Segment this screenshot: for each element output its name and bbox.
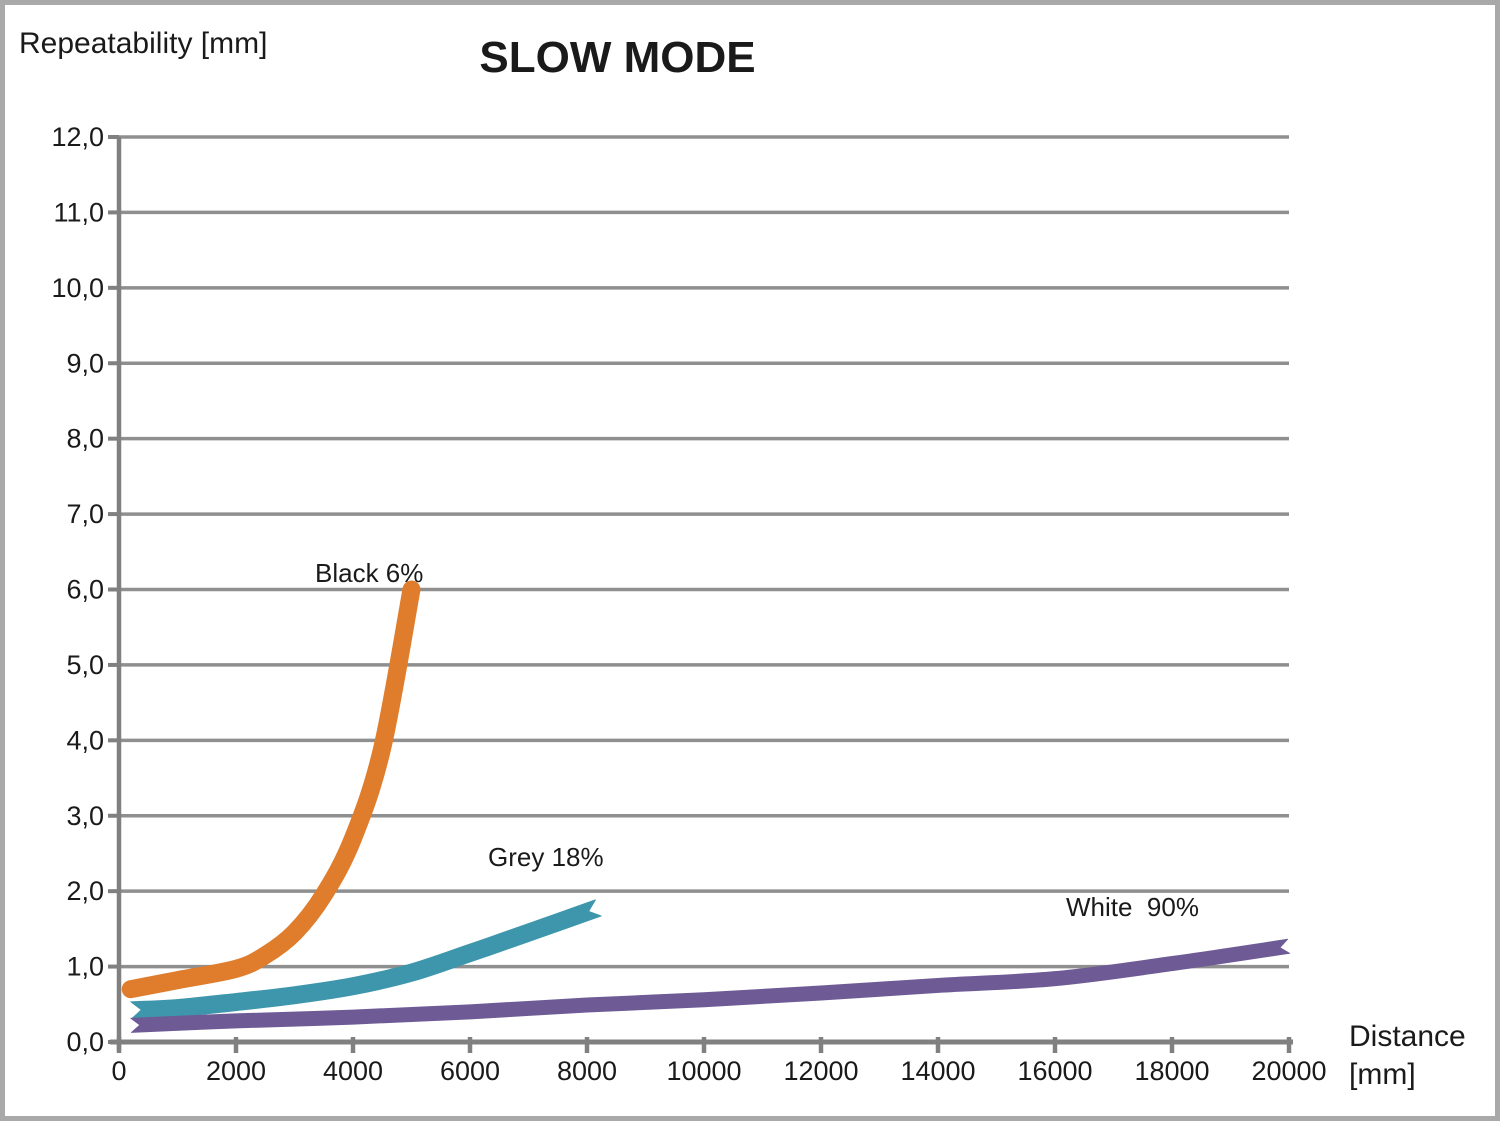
plot-area: 0,0 1,0 2,0 3,0 4,0 5,0 6,0 7,0 8,0 9,0 10,0 11,0 12…: [51, 122, 1326, 1086]
y-tick-label: 3,0: [66, 801, 104, 831]
y-tick-label: 8,0: [66, 424, 104, 454]
y-tick-label: 1,0: [66, 952, 104, 982]
series-line-white-90: [130, 938, 1291, 1033]
y-tick-label: 6,0: [66, 575, 104, 605]
x-axis-title-line1: Distance: [1349, 1020, 1466, 1053]
series-line-black-6: [121, 580, 421, 999]
y-tick-label: 9,0: [66, 348, 104, 378]
series-label-grey-18: Grey 18%: [488, 842, 604, 872]
x-tick-label: 12000: [783, 1056, 858, 1086]
series-label-white-90: White 90%: [1066, 892, 1199, 922]
y-tick-label: 2,0: [66, 876, 104, 906]
line-end-notch: [589, 897, 604, 917]
x-tick-label: 20000: [1251, 1056, 1326, 1086]
y-tick-label: 10,0: [51, 273, 104, 303]
x-tick-label: 14000: [900, 1056, 975, 1086]
x-tick-label: 8000: [557, 1056, 617, 1086]
y-tick-label: 4,0: [66, 725, 104, 755]
y-tick-label: 0,0: [66, 1027, 104, 1057]
line-end-notch: [128, 1000, 141, 1021]
y-tick-label: 12,0: [51, 122, 104, 152]
x-tick-label: 18000: [1134, 1056, 1209, 1086]
line-end-notch: [128, 1017, 140, 1034]
x-tick-label: 0: [111, 1056, 126, 1086]
y-tick-label: 7,0: [66, 499, 104, 529]
y-axis-title: Repeatability [mm]: [19, 27, 268, 60]
y-tick-label: 11,0: [53, 197, 104, 227]
y-tick-label: 5,0: [66, 650, 104, 680]
series-label-black-6: Black 6%: [315, 558, 423, 588]
chart-title: SLOW MODE: [479, 33, 756, 82]
x-tick-label: 16000: [1017, 1056, 1092, 1086]
x-tick-label: 2000: [206, 1056, 266, 1086]
x-tick-label: 4000: [323, 1056, 383, 1086]
series-line-grey-18: [130, 899, 602, 1020]
line-end-notch: [1280, 937, 1293, 955]
x-tick-label: 10000: [666, 1056, 741, 1086]
x-tick-label: 6000: [440, 1056, 500, 1086]
x-axis-title: Distance [mm]: [1349, 1018, 1466, 1094]
x-axis-title-line2: [mm]: [1349, 1058, 1416, 1091]
